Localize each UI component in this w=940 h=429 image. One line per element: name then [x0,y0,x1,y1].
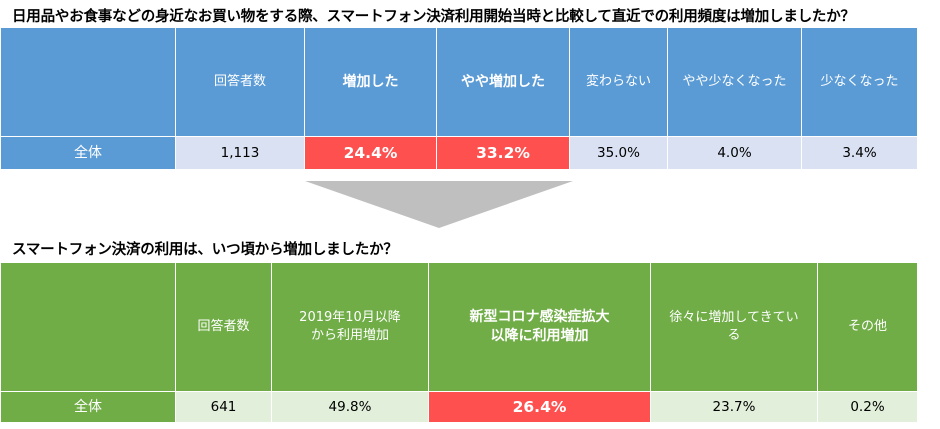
cell-respondents: 641 [175,391,272,423]
table-increase-timing: 回答者数 2019年10月以降 から利用増加 新型コロナ感染症拡大 以降に利用増… [0,262,918,423]
header-slightly-decreased: やや少なくなった [667,27,802,137]
down-arrow-icon [305,181,573,228]
cell-gradually: 23.7% [650,391,818,423]
header-empty [0,27,176,137]
header-since-covid: 新型コロナ感染症拡大 以降に利用増加 [428,262,651,392]
table-header-row: 回答者数 増加した やや増加した 変わらない やや少なくなった 少なくなった [0,27,918,137]
row-label: 全体 [0,391,176,423]
header-slightly-increased: やや増加した [436,27,570,137]
question-2-title: スマートフォン決済の利用は、いつ頃から増加しましたか？ [12,242,398,258]
header-unchanged: 変わらない [569,27,668,137]
cell-decreased: 3.4% [801,136,918,170]
table-usage-frequency: 回答者数 増加した やや増加した 変わらない やや少なくなった 少なくなった 全… [0,27,918,170]
header-respondents: 回答者数 [175,262,272,392]
cell-increased: 24.4% [304,136,437,170]
cell-unchanged: 35.0% [569,136,668,170]
header-since-oct-2019: 2019年10月以降 から利用増加 [271,262,429,392]
header-increased: 増加した [304,27,437,137]
table-row: 全体 641 49.8% 26.4% 23.7% 0.2% [0,391,918,423]
cell-since-oct-2019: 49.8% [271,391,429,423]
header-empty [0,262,176,392]
table-row: 全体 1,113 24.4% 33.2% 35.0% 4.0% 3.4% [0,136,918,170]
header-respondents: 回答者数 [175,27,305,137]
cell-respondents: 1,113 [175,136,305,170]
cell-slightly-increased: 33.2% [436,136,570,170]
table-header-row: 回答者数 2019年10月以降 から利用増加 新型コロナ感染症拡大 以降に利用増… [0,262,918,392]
header-gradually: 徐々に増加してきてい る [650,262,818,392]
cell-since-covid: 26.4% [428,391,651,423]
cell-other: 0.2% [817,391,918,423]
cell-slightly-decreased: 4.0% [667,136,802,170]
header-other: その他 [817,262,918,392]
row-label: 全体 [0,136,176,170]
header-decreased: 少なくなった [801,27,918,137]
question-1-title: 日用品やお食事などの身近なお買い物をする際、スマートフォン決済利用開始当時と比較… [12,9,855,25]
